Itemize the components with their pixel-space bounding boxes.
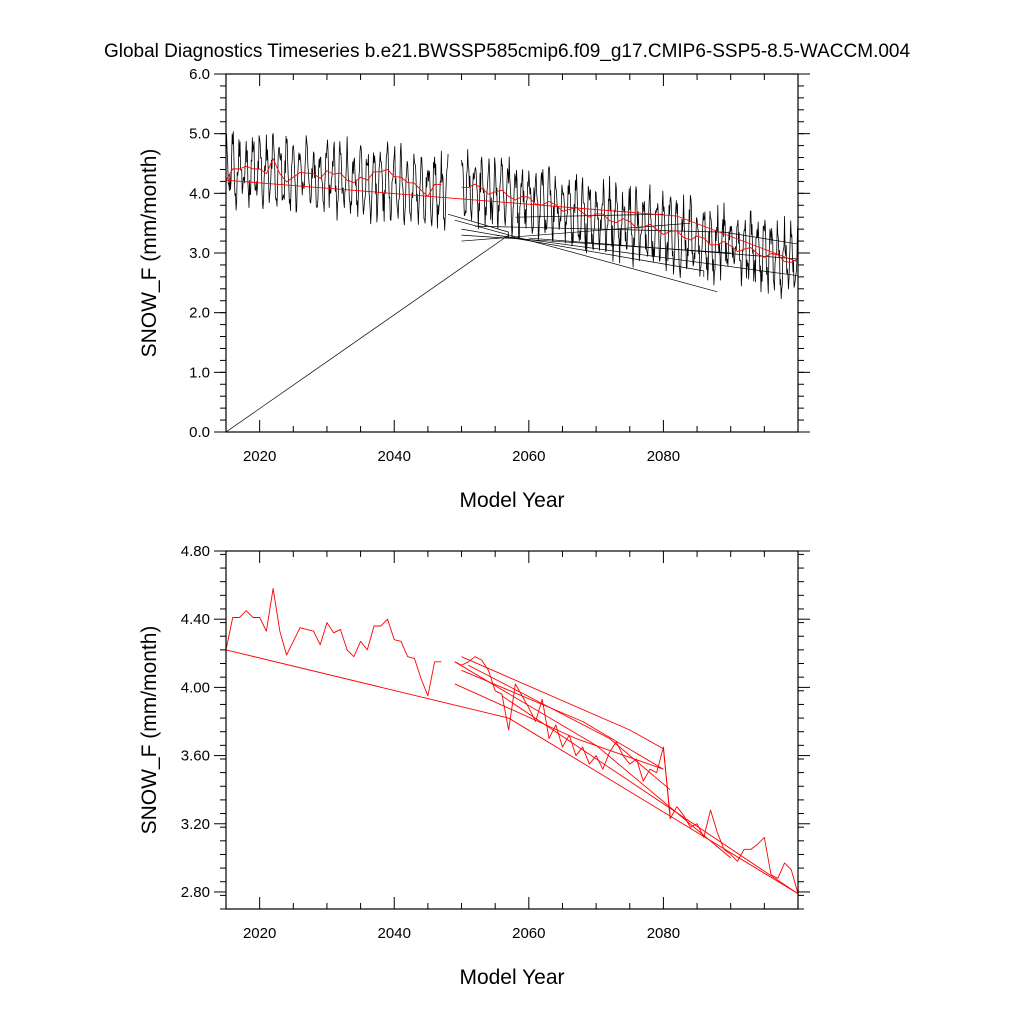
monthly-wrap-line — [461, 222, 691, 242]
x-tick-label: 2040 — [378, 925, 411, 942]
annual-wrap-line — [501, 695, 798, 895]
data-layer — [226, 588, 798, 895]
y-tick-label: 3.0 — [189, 245, 210, 262]
annual-wrap-line — [454, 683, 664, 770]
y-tick-label: 4.0 — [189, 185, 210, 202]
monthly-series-line — [226, 131, 449, 231]
annual-wrap-line — [461, 669, 664, 770]
x-tick-label: 2040 — [378, 448, 411, 465]
annual-mean-line — [226, 158, 442, 197]
y-tick-label: 6.0 — [189, 66, 210, 83]
annual-wrap-line — [454, 661, 731, 859]
monthly-wrap-line — [226, 234, 509, 432]
tick-layer — [214, 73, 810, 433]
x-tick-label: 2080 — [647, 448, 680, 465]
monthly-wrap-line — [515, 213, 664, 218]
y-tick-label: 3.60 — [181, 748, 210, 765]
x-axis-label: Model Year — [459, 489, 564, 512]
y-tick-label: 1.0 — [189, 364, 210, 381]
x-tick-label: 2080 — [647, 925, 680, 942]
monthly-wrap-line — [461, 228, 705, 277]
top-plot: 2020 2040 2060 2080 0.0 1.0 2.0 3.0 4.0 5.0 6.0 Mod… — [138, 66, 810, 512]
annual-series-line — [226, 588, 442, 697]
x-tick-label: 2060 — [512, 925, 545, 942]
y-tick-label: 0.0 — [189, 424, 210, 441]
bottom-plot: 2020 2040 2060 2080 2.80 3.20 3.60 4.00 4.40 4.80… — [138, 543, 810, 989]
data-layer — [226, 131, 798, 432]
plot-frame — [225, 550, 799, 910]
monthly-wrap-line — [454, 219, 718, 293]
y-tick-label: 4.00 — [181, 679, 210, 696]
y-tick-label: 3.20 — [181, 816, 210, 833]
x-tick-label: 2060 — [512, 448, 545, 465]
monthly-wrap-line — [528, 237, 798, 260]
x-tick-label: 2020 — [243, 448, 276, 465]
monthly-series-line — [461, 149, 798, 300]
y-tick-label: 5.0 — [189, 126, 210, 143]
annual-wrap-line — [508, 717, 798, 895]
tick-layer — [214, 550, 810, 910]
annual-mean-line — [461, 183, 798, 263]
annual-wrap-line — [226, 179, 798, 263]
y-tick-label: 2.80 — [181, 884, 210, 901]
monthly-wrap-line — [447, 213, 509, 239]
annual-wrap-line — [468, 664, 671, 791]
y-axis-label: SNOW_F (mm/month) — [138, 626, 161, 835]
monthly-wrap-line — [495, 234, 798, 277]
annual-wrap-line — [461, 656, 671, 816]
monthly-wrap-line — [474, 225, 798, 245]
x-tick-label: 2020 — [243, 925, 276, 942]
chart-title: Global Diagnostics Timeseries b.e21.BWSS… — [104, 41, 911, 62]
y-axis-label: SNOW_F (mm/month) — [138, 149, 161, 358]
x-axis-label: Model Year — [459, 966, 564, 989]
y-tick-label: 4.40 — [181, 611, 210, 628]
y-tick-label: 4.80 — [181, 543, 210, 560]
annual-wrap-line — [226, 649, 509, 719]
y-tick-label: 2.0 — [189, 305, 210, 322]
